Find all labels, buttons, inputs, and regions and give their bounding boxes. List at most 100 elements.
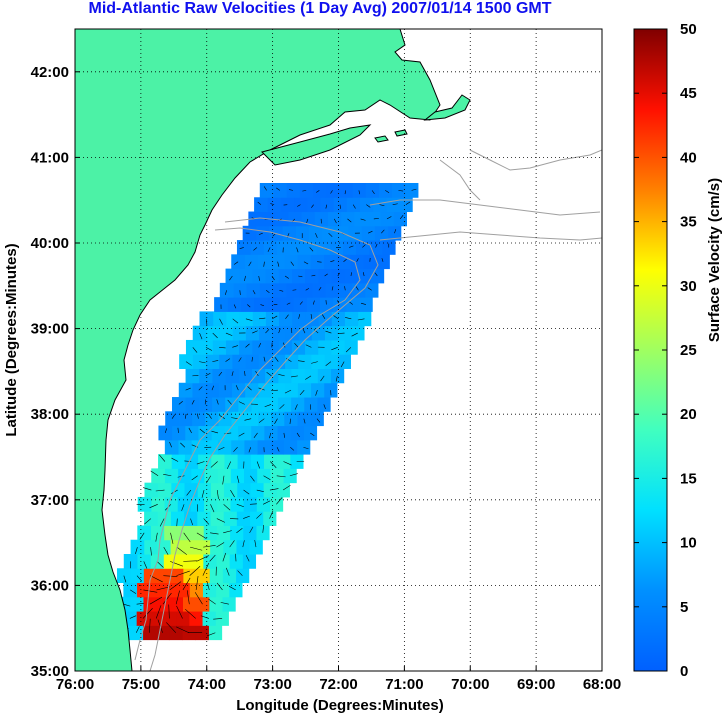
velocity-arrow — [284, 275, 289, 279]
velocity-cell — [352, 182, 366, 198]
velocity-arrow — [195, 576, 199, 590]
velocity-arrow — [286, 302, 291, 305]
velocity-cell — [285, 282, 300, 298]
velocity-arrow — [331, 286, 334, 291]
velocity-arrow — [159, 518, 165, 527]
velocity-arrow — [294, 343, 299, 348]
velocity-arrow — [298, 275, 303, 278]
colorbar-ticks: 0 5 10 15 20 25 30 35 40 45 50 — [634, 21, 697, 680]
velocity-cell — [270, 411, 285, 427]
velocity-cell — [284, 325, 299, 341]
velocity-cell — [244, 411, 258, 427]
velocity-arrow — [305, 344, 312, 348]
velocity-arrow — [348, 301, 353, 305]
velocity-cell — [301, 211, 315, 227]
velocity-arrow — [311, 274, 316, 277]
velocity-arrow — [136, 575, 142, 582]
bathymetry-contours — [134, 149, 602, 671]
velocity-arrow — [285, 314, 289, 319]
velocity-arrow — [135, 547, 138, 555]
velocity-arrow — [213, 618, 223, 620]
velocity-cell — [222, 596, 236, 612]
velocity-cell — [314, 211, 328, 227]
velocity-arrow — [135, 626, 140, 633]
velocity-arrow — [325, 330, 332, 334]
velocity-arrow — [149, 596, 163, 605]
colorbar-tick-label: 5 — [680, 599, 688, 616]
colorbar-tick-label: 15 — [680, 470, 697, 487]
velocity-cell — [353, 211, 368, 227]
velocity-arrow — [205, 373, 211, 377]
velocity-cell — [251, 397, 265, 412]
velocity-arrow — [269, 432, 271, 439]
velocity-arrow — [312, 300, 315, 305]
velocity-arrow — [248, 447, 252, 453]
velocity-arrow — [185, 361, 192, 366]
velocity-arrow — [175, 590, 180, 605]
velocity-arrow — [155, 532, 158, 542]
velocity-arrow — [263, 475, 271, 481]
velocity-arrow — [163, 473, 172, 477]
velocity-arrow — [251, 356, 253, 362]
velocity-cell — [184, 425, 199, 441]
velocity-arrow — [399, 214, 404, 220]
velocity-arrow — [291, 375, 298, 378]
velocity-arrow — [278, 328, 281, 334]
velocity-arrow — [129, 615, 137, 619]
velocity-cell — [325, 182, 340, 198]
velocity-arrow — [324, 273, 328, 277]
velocity-cell — [364, 282, 379, 298]
velocity-arrow — [264, 404, 272, 408]
velocity-cell — [344, 311, 359, 327]
velocity-arrow — [205, 347, 213, 351]
y-axis: 42:00 41:00 40:00 39:00 38:00 37:00 36:00 35:00 — [31, 64, 80, 680]
velocity-arrow — [357, 318, 365, 321]
velocity-cell — [254, 197, 268, 213]
velocity-arrow — [239, 247, 244, 250]
velocity-arrow — [337, 272, 341, 277]
colorbar-tick-label: 10 — [680, 535, 697, 552]
velocity-arrow — [164, 428, 167, 434]
velocity-arrow — [202, 562, 210, 576]
velocity-arrow — [177, 475, 185, 478]
velocity-arrow — [343, 258, 347, 262]
velocity-arrow — [212, 360, 219, 362]
velocity-arrow — [236, 504, 244, 508]
velocity-arrow — [262, 524, 264, 533]
velocity-cell — [197, 454, 212, 469]
map-title: Mid-Atlantic Raw Velocities (1 Day Avg) … — [88, 0, 552, 17]
colorbar-tick-label: 25 — [680, 342, 697, 359]
velocity-arrow — [367, 287, 372, 291]
velocity-arrow — [411, 188, 417, 191]
velocity-arrow — [250, 475, 255, 482]
velocity-arrow — [276, 447, 280, 452]
x-tick-label: 71:00 — [385, 676, 423, 693]
velocity-cell — [344, 339, 358, 355]
velocity-arrow — [216, 399, 219, 405]
velocity-arrow — [258, 418, 265, 423]
velocity-cell — [276, 482, 290, 498]
x-axis: 76:00 75:00 74:00 73:00 72:00 71:00 70:00 69:00… — [56, 666, 621, 693]
velocity-arrow — [169, 581, 182, 591]
velocity-cell — [249, 539, 263, 555]
velocity-arrow — [331, 347, 338, 351]
velocity-arrow — [311, 204, 314, 208]
velocity-arrow — [296, 432, 300, 438]
velocity-arrow — [328, 232, 333, 237]
velocity-arrow — [216, 542, 225, 548]
velocity-arrow — [283, 342, 286, 348]
velocity-arrow — [311, 361, 318, 364]
velocity-cell — [217, 468, 231, 484]
velocity-cell — [324, 325, 339, 341]
velocity-arrow — [253, 432, 258, 438]
y-tick-label: 36:00 — [31, 577, 69, 594]
velocity-arrow — [258, 342, 262, 348]
velocity-arrow — [274, 418, 278, 424]
velocity-arrow — [310, 314, 313, 319]
velocity-cell — [355, 240, 370, 255]
velocity-arrow — [123, 603, 131, 607]
velocity-arrow — [211, 385, 215, 391]
velocity-arrow — [225, 358, 231, 362]
velocity-arrow — [394, 229, 397, 234]
velocity-arrow — [333, 315, 339, 320]
